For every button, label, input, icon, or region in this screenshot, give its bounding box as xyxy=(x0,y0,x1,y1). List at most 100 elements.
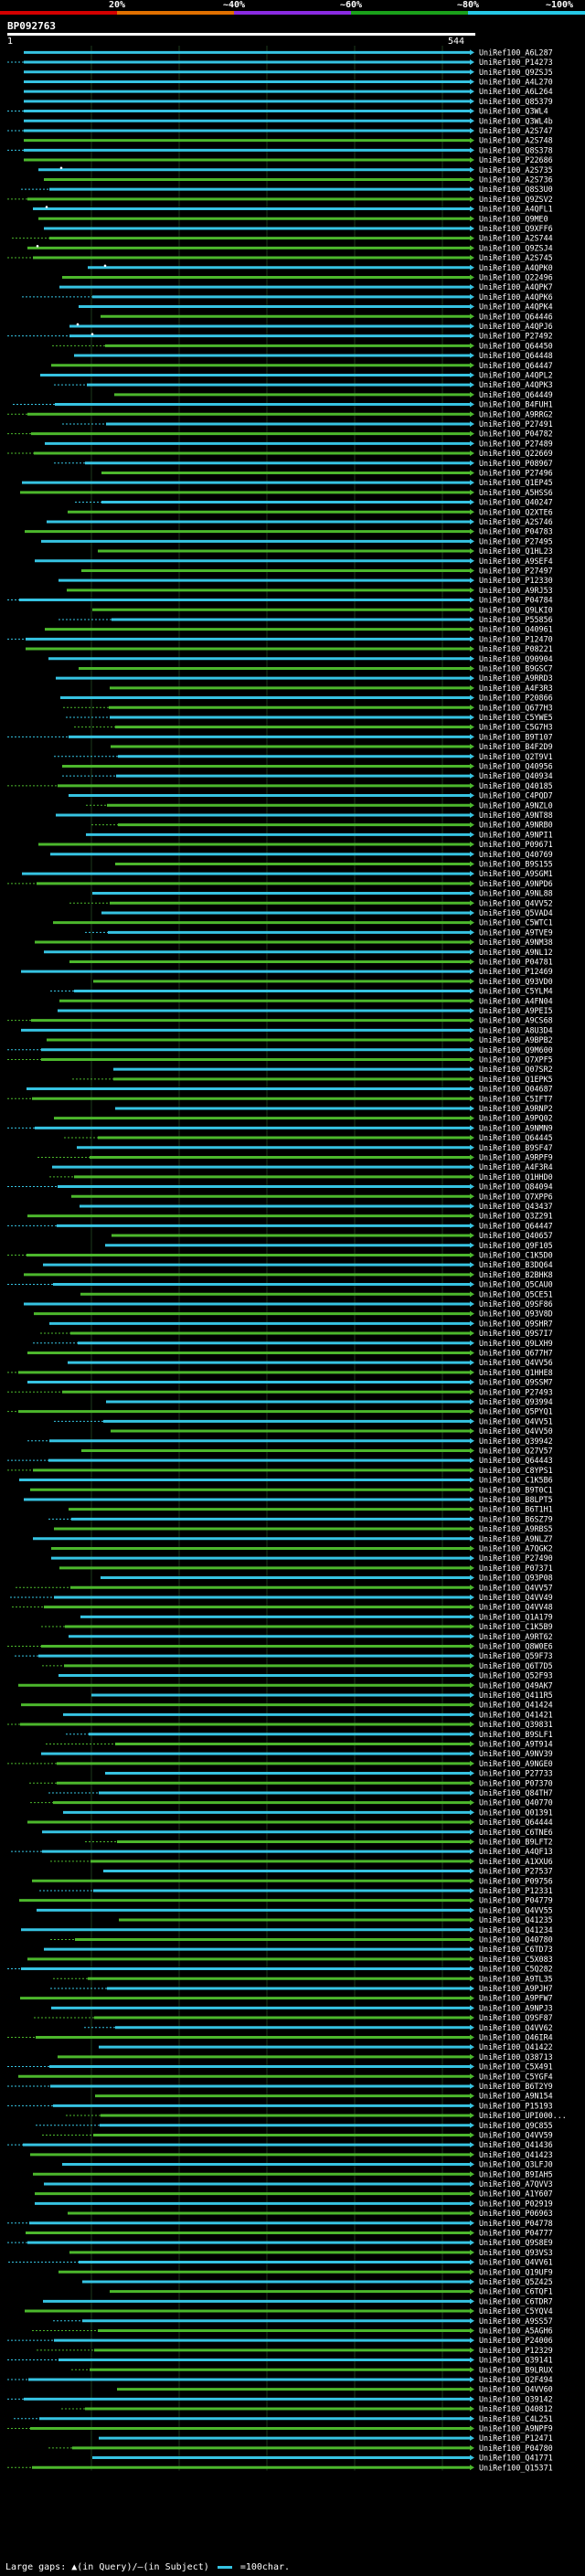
hit-accession-label[interactable]: UniRef100_A6L287 xyxy=(479,48,553,57)
hit-accession-label[interactable]: UniRef100_Q1HHD0 xyxy=(479,1172,553,1182)
hit-accession-label[interactable]: UniRef100_Q4VV61 xyxy=(479,2258,553,2267)
hit-accession-label[interactable]: UniRef100_P27492 xyxy=(479,332,553,341)
hit-accession-label[interactable]: UniRef100_Q9ZSJ5 xyxy=(479,68,553,77)
hit-accession-label[interactable]: UniRef100_Q64447 xyxy=(479,1221,553,1230)
hit-accession-label[interactable]: UniRef100_C5G7H3 xyxy=(479,723,553,732)
hit-accession-label[interactable]: UniRef100_P12331 xyxy=(479,1886,553,1895)
hit-accession-label[interactable]: UniRef100_A9BPB2 xyxy=(479,1035,553,1044)
hit-accession-label[interactable]: UniRef100_A5AGH6 xyxy=(479,2326,553,2335)
hit-accession-label[interactable]: UniRef100_A4QFL1 xyxy=(479,205,553,214)
hit-accession-label[interactable]: UniRef100_B9LFT2 xyxy=(479,1837,553,1846)
hit-accession-label[interactable]: UniRef100_Q4VV51 xyxy=(479,1416,553,1426)
hit-accession-label[interactable]: UniRef100_P27489 xyxy=(479,439,553,448)
hit-accession-label[interactable]: UniRef100_B4FUH1 xyxy=(479,400,553,409)
hit-accession-label[interactable]: UniRef100_Q8S3U0 xyxy=(479,185,553,194)
hit-accession-label[interactable]: UniRef100_P04781 xyxy=(479,957,553,966)
hit-accession-label[interactable]: UniRef100_C6TDR7 xyxy=(479,2296,553,2306)
hit-accession-label[interactable]: UniRef100_Q41771 xyxy=(479,2454,553,2463)
hit-accession-label[interactable]: UniRef100_P02919 xyxy=(479,2199,553,2208)
hit-accession-label[interactable]: UniRef100_UPI000... xyxy=(479,2111,567,2120)
hit-accession-label[interactable]: UniRef100_Q4VV49 xyxy=(479,1593,553,1602)
hit-accession-label[interactable]: UniRef100_Q5Z425 xyxy=(479,2277,553,2286)
hit-accession-label[interactable]: UniRef100_A9T914 xyxy=(479,1739,553,1748)
hit-accession-label[interactable]: UniRef100_Q5PYQ1 xyxy=(479,1407,553,1416)
hit-accession-label[interactable]: UniRef100_Q677H7 xyxy=(479,1348,553,1357)
hit-accession-label[interactable]: UniRef100_A4QPK7 xyxy=(479,282,553,292)
hit-accession-label[interactable]: UniRef100_A4QPK0 xyxy=(479,263,553,272)
hit-accession-label[interactable]: UniRef100_B9GSC7 xyxy=(479,663,553,673)
hit-accession-label[interactable]: UniRef100_Q40185 xyxy=(479,781,553,790)
hit-accession-label[interactable]: UniRef100_Q2F494 xyxy=(479,2375,553,2384)
hit-accession-label[interactable]: UniRef100_Q6T7D5 xyxy=(479,1661,553,1670)
hit-accession-label[interactable]: UniRef100_A9RNP2 xyxy=(479,1104,553,1113)
hit-accession-label[interactable]: UniRef100_P27496 xyxy=(479,468,553,477)
hit-accession-label[interactable]: UniRef100_A9NPJ3 xyxy=(479,2003,553,2012)
hit-accession-label[interactable]: UniRef100_Q9ZSJ4 xyxy=(479,243,553,252)
hit-accession-label[interactable]: UniRef100_Q19UF9 xyxy=(479,2267,553,2276)
hit-accession-label[interactable]: UniRef100_Q64447 xyxy=(479,361,553,370)
hit-accession-label[interactable]: UniRef100_P04779 xyxy=(479,1896,553,1905)
hit-accession-label[interactable]: UniRef100_P27733 xyxy=(479,1769,553,1778)
hit-accession-label[interactable]: UniRef100_A7QVV3 xyxy=(479,2179,553,2189)
hit-accession-label[interactable]: UniRef100_A2S748 xyxy=(479,136,553,145)
hit-accession-label[interactable]: UniRef100_Q41234 xyxy=(479,1925,553,1935)
hit-accession-label[interactable]: UniRef100_Q9SF86 xyxy=(479,1299,553,1309)
hit-accession-label[interactable]: UniRef100_Q39141 xyxy=(479,2356,553,2365)
hit-accession-label[interactable]: UniRef100_B8LPT5 xyxy=(479,1495,553,1504)
hit-accession-label[interactable]: UniRef100_C6TQF1 xyxy=(479,2287,553,2296)
hit-accession-label[interactable]: UniRef100_A4QF13 xyxy=(479,1847,553,1856)
hit-accession-label[interactable]: UniRef100_C5Q282 xyxy=(479,1965,553,1974)
hit-accession-label[interactable]: UniRef100_P08221 xyxy=(479,644,553,653)
hit-accession-label[interactable]: UniRef100_Q9LXH9 xyxy=(479,1339,553,1348)
hit-accession-label[interactable]: UniRef100_Q40961 xyxy=(479,625,553,634)
hit-accession-label[interactable]: UniRef100_Q9ZSV2 xyxy=(479,195,553,204)
hit-accession-label[interactable]: UniRef100_Q5VAD4 xyxy=(479,908,553,917)
hit-accession-label[interactable]: UniRef100_Q4VV56 xyxy=(479,1358,553,1367)
hit-accession-label[interactable]: UniRef100_P08967 xyxy=(479,459,553,468)
hit-accession-label[interactable]: UniRef100_A9SGM1 xyxy=(479,869,553,878)
hit-accession-label[interactable]: UniRef100_Q84TH7 xyxy=(479,1788,553,1797)
hit-accession-label[interactable]: UniRef100_P04784 xyxy=(479,596,553,605)
hit-accession-label[interactable]: UniRef100_C6TNE6 xyxy=(479,1828,553,1837)
hit-accession-label[interactable]: UniRef100_P27537 xyxy=(479,1867,553,1876)
hit-accession-label[interactable]: UniRef100_Q9M600 xyxy=(479,1045,553,1055)
hit-accession-label[interactable]: UniRef100_P12469 xyxy=(479,967,553,976)
hit-accession-label[interactable]: UniRef100_C4PQD7 xyxy=(479,791,553,800)
hit-accession-label[interactable]: UniRef100_A4L270 xyxy=(479,77,553,86)
hit-accession-label[interactable]: UniRef100_P07370 xyxy=(479,1778,553,1787)
hit-accession-label[interactable]: UniRef100_C5YLM4 xyxy=(479,987,553,996)
hit-accession-label[interactable]: UniRef100_Q8S378 xyxy=(479,145,553,154)
hit-accession-label[interactable]: UniRef100_P27491 xyxy=(479,419,553,429)
hit-accession-label[interactable]: UniRef100_A5HSS6 xyxy=(479,488,553,497)
hit-accession-label[interactable]: UniRef100_C5YWE5 xyxy=(479,713,553,722)
hit-accession-label[interactable]: UniRef100_Q64443 xyxy=(479,1456,553,1465)
hit-accession-label[interactable]: UniRef100_Q9XFF6 xyxy=(479,224,553,233)
hit-accession-label[interactable]: UniRef100_Q39831 xyxy=(479,1720,553,1729)
hit-accession-label[interactable]: UniRef100_Q40812 xyxy=(479,2404,553,2413)
hit-accession-label[interactable]: UniRef100_P15193 xyxy=(479,2101,553,2110)
hit-accession-label[interactable]: UniRef100_Q22496 xyxy=(479,272,553,281)
hit-accession-label[interactable]: UniRef100_Q4VV50 xyxy=(479,1426,553,1436)
hit-accession-label[interactable]: UniRef100_B2BHK8 xyxy=(479,1270,553,1279)
hit-accession-label[interactable]: UniRef100_Q4VV48 xyxy=(479,1603,553,1612)
hit-accession-label[interactable]: UniRef100_P12329 xyxy=(479,2346,553,2355)
hit-accession-label[interactable]: UniRef100_Q01391 xyxy=(479,1807,553,1817)
hit-accession-label[interactable]: UniRef100_C5YQV4 xyxy=(479,2306,553,2316)
hit-accession-label[interactable]: UniRef100_Q41421 xyxy=(479,1710,553,1719)
hit-accession-label[interactable]: UniRef100_A9RT62 xyxy=(479,1632,553,1641)
hit-accession-label[interactable]: UniRef100_B9SLF1 xyxy=(479,1730,553,1739)
hit-accession-label[interactable]: UniRef100_P04780 xyxy=(479,2443,553,2453)
hit-accession-label[interactable]: UniRef100_A4F3R3 xyxy=(479,684,553,693)
hit-accession-label[interactable]: UniRef100_A2S736 xyxy=(479,175,553,184)
hit-accession-label[interactable]: UniRef100_P12330 xyxy=(479,576,553,585)
hit-accession-label[interactable]: UniRef100_A9RRD3 xyxy=(479,673,553,683)
hit-accession-label[interactable]: UniRef100_Q40657 xyxy=(479,1231,553,1240)
hit-accession-label[interactable]: UniRef100_A1Y607 xyxy=(479,2189,553,2199)
hit-accession-label[interactable]: UniRef100_Q4VV55 xyxy=(479,1905,553,1914)
hit-accession-label[interactable]: UniRef100_P04777 xyxy=(479,2228,553,2237)
hit-accession-label[interactable]: UniRef100_A9NL12 xyxy=(479,948,553,957)
hit-accession-label[interactable]: UniRef100_B9S155 xyxy=(479,859,553,868)
hit-accession-label[interactable]: UniRef100_Q39942 xyxy=(479,1436,553,1446)
hit-accession-label[interactable]: UniRef100_Q46IR4 xyxy=(479,2032,553,2041)
hit-accession-label[interactable]: UniRef100_Q1EP45 xyxy=(479,478,553,487)
